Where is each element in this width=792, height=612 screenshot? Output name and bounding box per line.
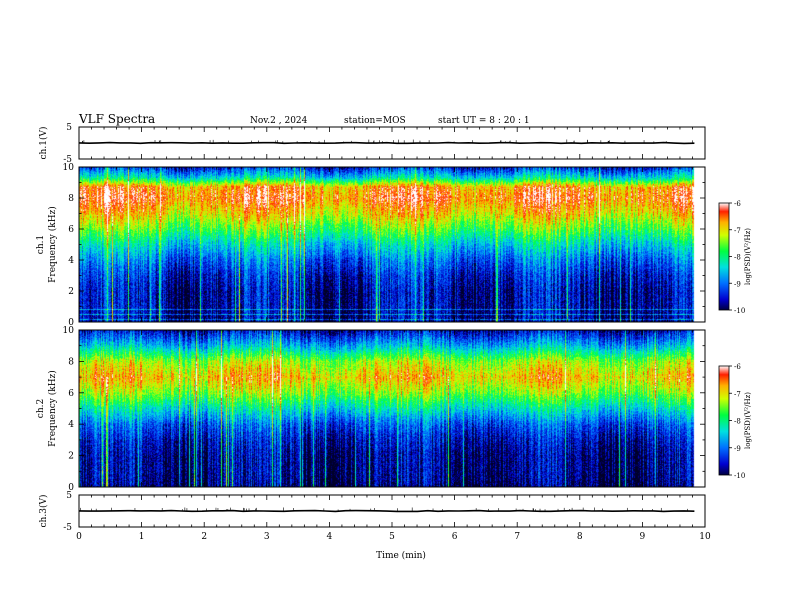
- ch3-waveform-trace: [78, 509, 695, 513]
- ch3-waveform-y-tick-label: -5: [63, 523, 72, 533]
- ch2-spectrogram-colorbar-tick-label: -9: [734, 445, 741, 453]
- x-tick-label: 7: [514, 532, 520, 542]
- ch2-spectrogram-colorbar-tick-label: -6: [734, 363, 741, 371]
- ch1-spectrogram-ylabel-frequency: Frequency (kHz): [47, 206, 58, 283]
- ch1-spectrogram-colorbar-tick-label: -9: [734, 280, 741, 288]
- ch2-spectrogram-y-tick-label: 8: [68, 357, 74, 367]
- date-label: Nov.2 , 2024: [250, 116, 308, 126]
- station-label: station=MOS: [344, 116, 406, 126]
- ch1-spectrogram-y-tick-label: 10: [63, 163, 75, 173]
- x-tick-label: 5: [389, 532, 395, 542]
- ch1-spectrogram-colorbar-tick-label: -10: [734, 307, 745, 315]
- ch1-waveform-ylabel: ch.1(V): [38, 127, 49, 160]
- ch3-waveform-ylabel: ch.3(V): [38, 495, 49, 528]
- ch1-spectrogram-colorbar-tick-label: -7: [734, 227, 741, 235]
- ch1-waveform-trace: [78, 141, 695, 145]
- x-tick-label: 0: [76, 532, 82, 542]
- x-tick-label: 8: [577, 532, 583, 542]
- x-tick-label: 6: [452, 532, 458, 542]
- spectrogram-image-ch1: [79, 167, 705, 322]
- spectrogram-image-ch2: [79, 330, 705, 487]
- ch2-spectrogram-y-tick-label: 6: [68, 389, 74, 399]
- start-time-label: start UT = 8 : 20 : 1: [438, 116, 530, 126]
- ch1-spectrogram-colorbar-tick-label: -6: [734, 200, 741, 208]
- ch1-waveform-y-tick-label: 5: [66, 123, 72, 133]
- figure-title: VLF Spectra: [79, 112, 156, 126]
- ch1-spectrogram-y-tick-label: 2: [68, 287, 74, 297]
- ch2-spectrogram-y-tick-label: 0: [68, 483, 74, 493]
- ch3-waveform-y-tick-label: 5: [66, 491, 72, 501]
- x-tick-label: 3: [264, 532, 270, 542]
- ch1-spectrogram-colorbar-label: log(PSD)(V²/Hz): [744, 228, 752, 285]
- x-axis-title: Time (min): [376, 550, 426, 561]
- ch2-spectrogram-ylabel-channel: ch.2: [36, 399, 46, 418]
- x-tick-label: 1: [139, 532, 145, 542]
- ch2-spectrogram-y-tick-label: 2: [68, 452, 74, 462]
- ch1-spectrogram-y-tick-label: 4: [68, 256, 74, 266]
- ch1-spectrogram-y-tick-label: 0: [68, 318, 74, 328]
- ch2-spectrogram-colorbar-tick-label: -7: [734, 390, 741, 398]
- ch1-spectrogram-ylabel-channel: ch.1: [36, 235, 46, 254]
- ch2-spectrogram-colorbar-label: log(PSD)(V²/Hz): [744, 392, 752, 449]
- x-tick-label: 2: [201, 532, 207, 542]
- ch2-spectrogram-y-tick-label: 4: [68, 420, 74, 430]
- x-tick-label: 10: [699, 532, 711, 542]
- ch1-spectrogram-colorbar-tick-label: -8: [734, 254, 741, 262]
- ch2-spectrogram-colorbar: [718, 365, 730, 476]
- x-tick-label: 4: [327, 532, 333, 542]
- ch2-spectrogram-y-tick-label: 10: [63, 326, 75, 336]
- ch1-spectrogram-y-tick-label: 8: [68, 194, 74, 204]
- ch1-spectrogram-colorbar: [718, 202, 730, 311]
- x-tick-label: 9: [640, 532, 646, 542]
- ch1-spectrogram-y-tick-label: 6: [68, 225, 74, 235]
- ch2-spectrogram-colorbar-tick-label: -10: [734, 472, 745, 480]
- ch2-spectrogram-colorbar-tick-label: -8: [734, 418, 741, 426]
- ch2-spectrogram-ylabel-frequency: Frequency (kHz): [47, 370, 58, 447]
- ch1-waveform-y-tick-label: -5: [63, 155, 72, 165]
